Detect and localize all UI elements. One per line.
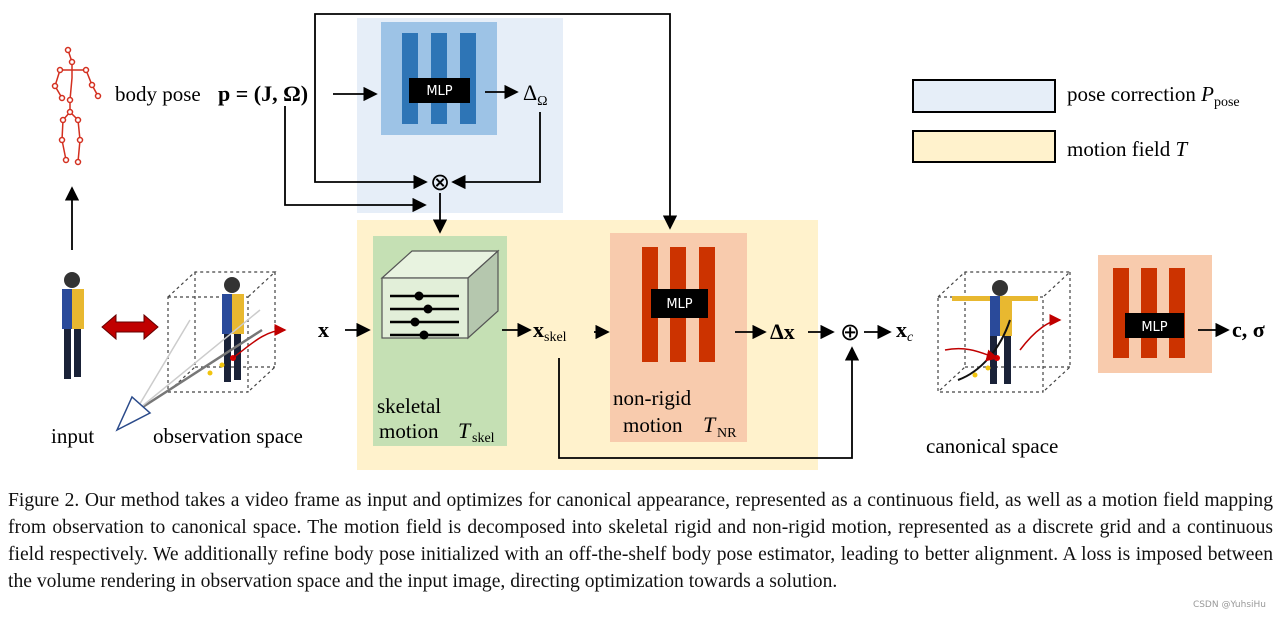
pose-mlp-label: MLP <box>426 84 452 99</box>
pose-mlp-label-box <box>409 78 470 103</box>
t-nr-subscript: NR <box>717 426 737 441</box>
arrow-pose-to-otimes <box>314 104 428 190</box>
canonical-mlp-label-box <box>1125 313 1184 338</box>
t-nr-symbol: T <box>703 412 717 437</box>
legend-label-motion: motion field T <box>1067 137 1189 161</box>
oplus-operator: ⊕ <box>840 318 860 346</box>
method-diagram: MLP skeletal motion T skel MLP non-rigid… <box>51 13 1265 470</box>
legend-swatch-motion <box>912 130 1056 163</box>
otimes-operator: ⊗ <box>430 168 450 196</box>
t-skel-symbol: T <box>458 418 472 443</box>
nonrigid-label-2: motion <box>623 413 683 437</box>
double-arrow-icon <box>101 313 159 341</box>
delta-x-label: Δx <box>770 319 795 344</box>
skeleton-pose-icon <box>51 46 102 166</box>
pose-equation: p = (J, Ω) <box>218 81 308 106</box>
canonical-mlp-label: MLP <box>1141 320 1167 335</box>
camera-rays <box>134 309 287 414</box>
canonical-person <box>944 280 1062 384</box>
skeletal-label: skeletal <box>377 394 441 418</box>
observation-person <box>222 277 244 382</box>
skeletal-label-2: motion <box>379 419 439 443</box>
figure-caption: Figure 2. Our method takes a video frame… <box>8 487 1273 595</box>
output-label: c, σ <box>1232 317 1265 342</box>
legend-swatch-pose <box>912 79 1056 113</box>
arrow-xskel-skip-to-oplus <box>558 346 860 459</box>
voxel-grid-cube-icon <box>380 249 500 340</box>
observation-space-label: observation space <box>153 424 303 448</box>
x-skel-label: xskel <box>533 317 567 345</box>
x-label: x <box>318 317 329 342</box>
delta-omega: ΔΩ <box>523 80 548 109</box>
arrow-pose-to-nonrigid <box>314 13 678 230</box>
caption-text: Figure 2. Our method takes a video frame… <box>8 490 1273 592</box>
arrow-delta-to-otimes <box>451 112 541 190</box>
watermark: CSDN @YuhsiHu <box>1192 600 1266 610</box>
nonrigid-label: non-rigid <box>613 386 692 410</box>
input-person-image <box>62 272 84 379</box>
input-label: input <box>51 424 94 448</box>
legend-label-pose: pose correction Ppose <box>1067 82 1240 110</box>
nonrigid-mlp-label: MLP <box>666 297 692 312</box>
nonrigid-mlp-bar <box>642 247 658 362</box>
observation-space-cube <box>167 271 277 393</box>
x-c-label: xc <box>896 317 914 345</box>
body-pose-label: body pose <box>115 82 201 106</box>
arrow-pose-to-otimes-2 <box>284 106 427 213</box>
canonical-space-cube <box>937 271 1072 393</box>
canonical-space-label: canonical space <box>926 434 1058 458</box>
nonrigid-mlp-label-box <box>651 289 708 318</box>
camera-icon <box>115 395 152 432</box>
t-skel-subscript: skel <box>472 431 495 446</box>
